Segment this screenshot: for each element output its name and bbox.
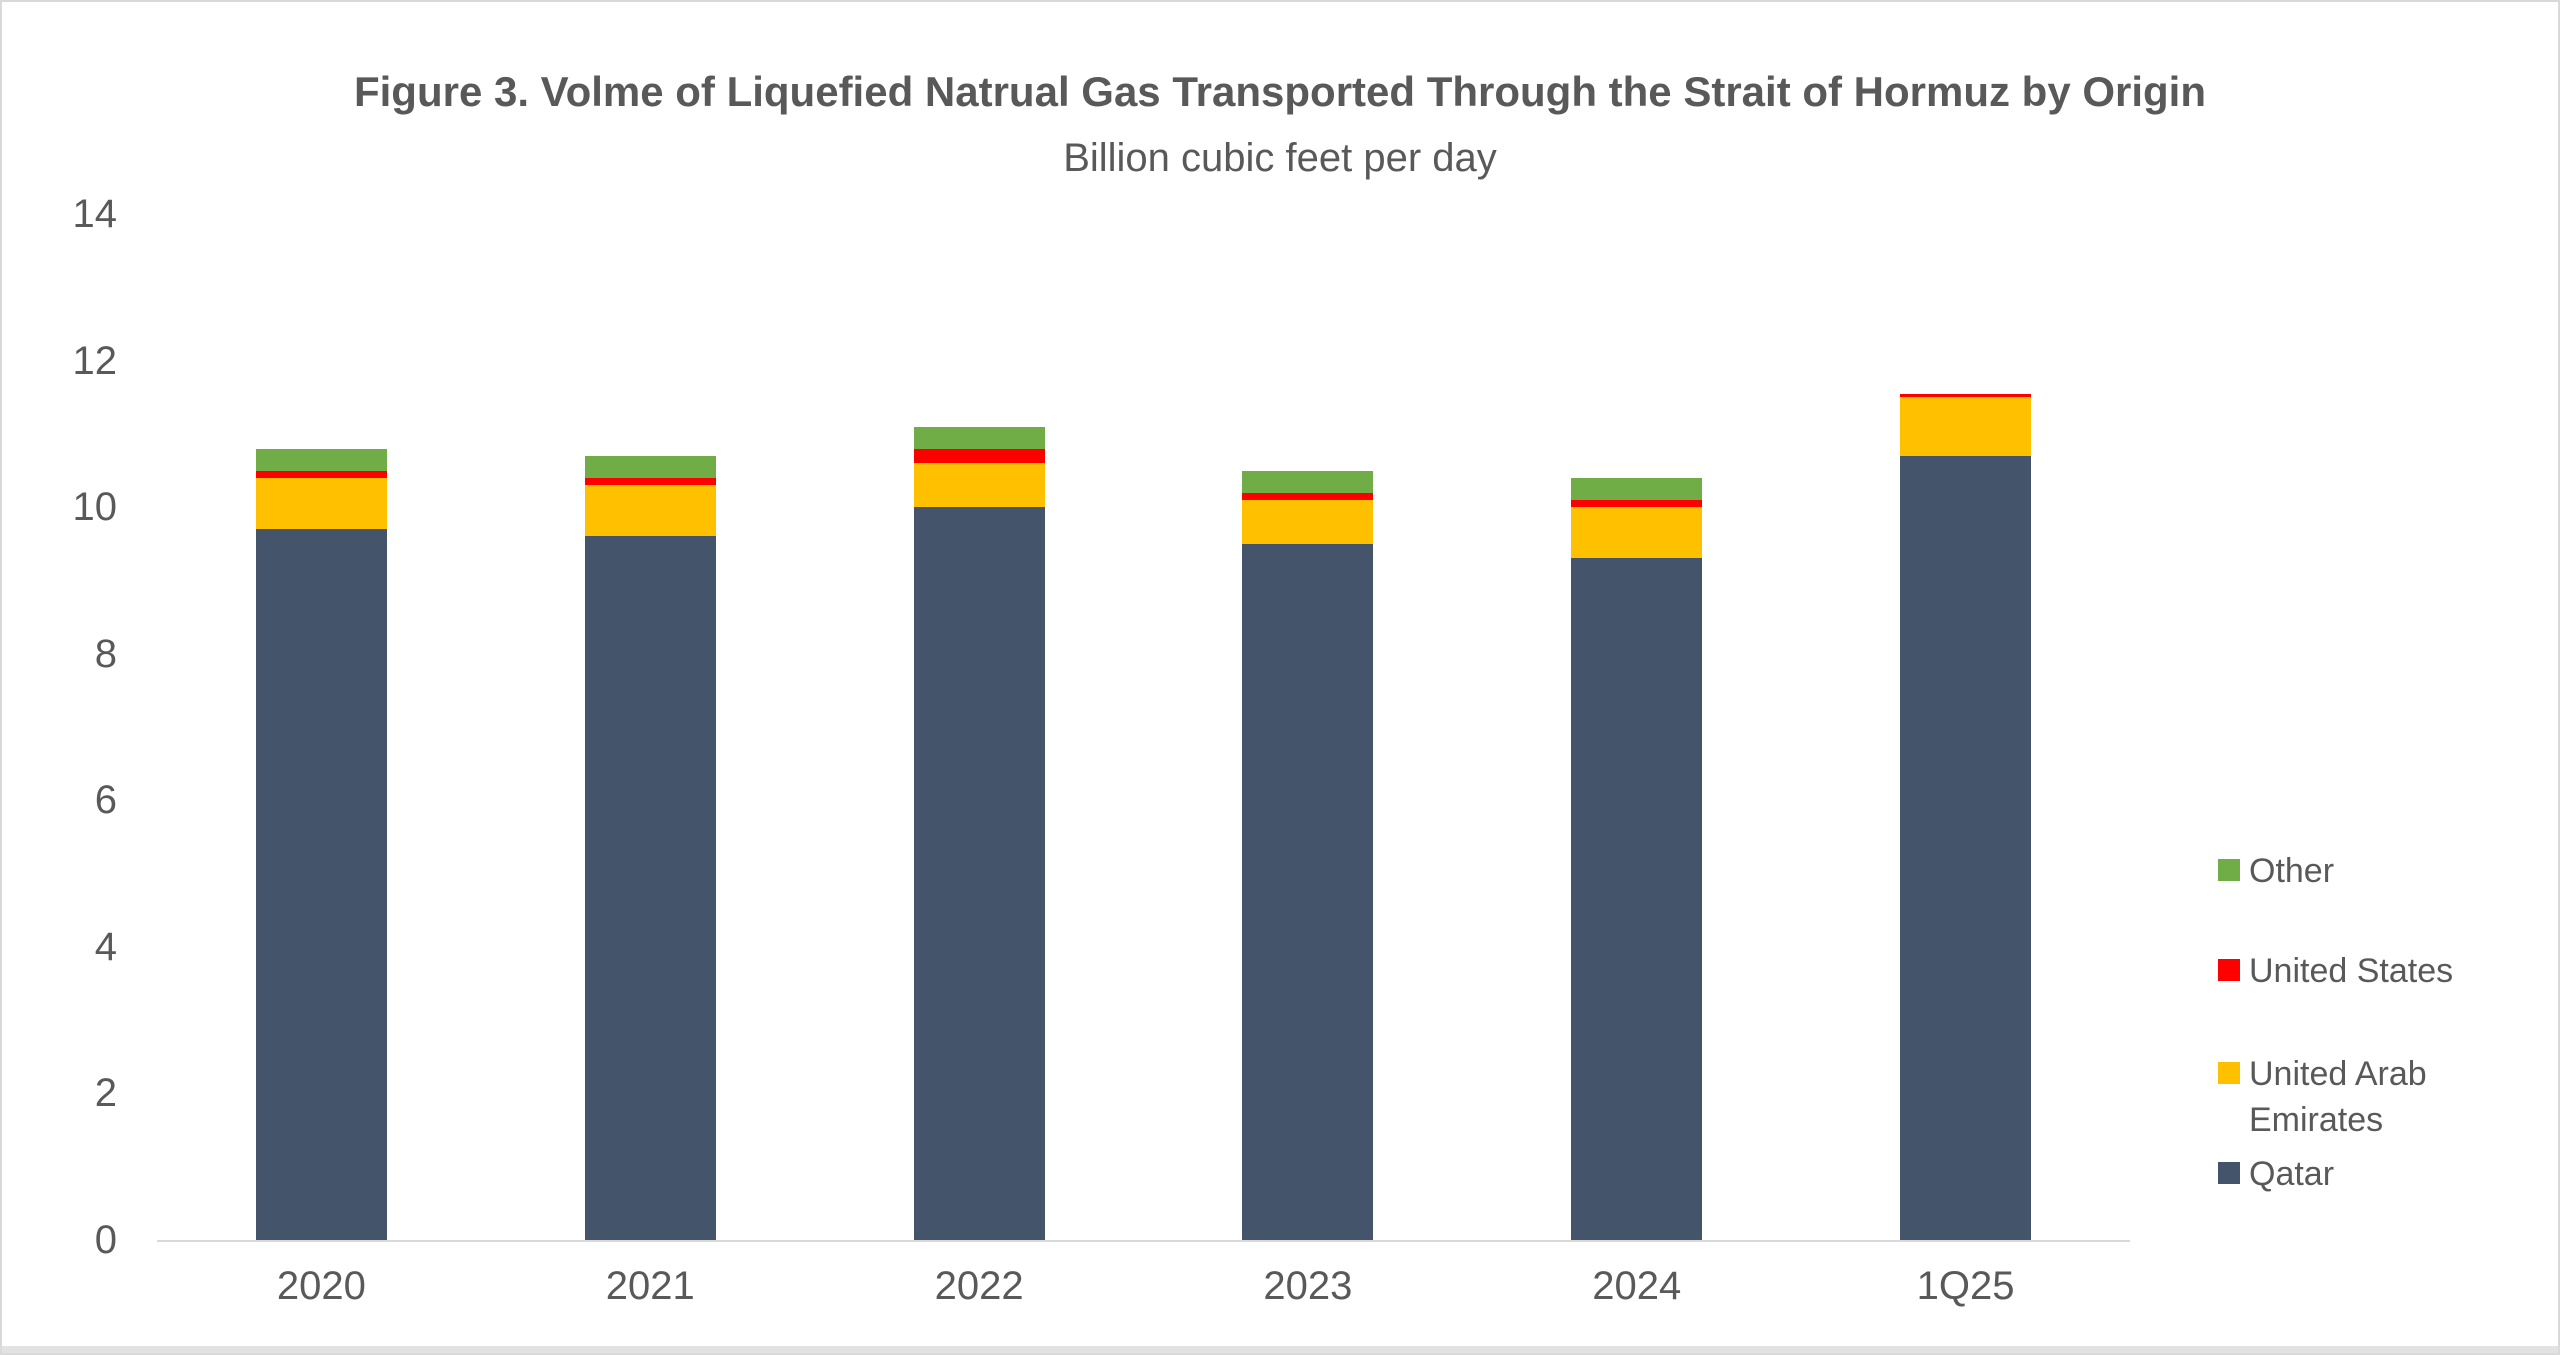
bar-segment-united-states-1q25 <box>1900 393 2032 398</box>
chart-title: Figure 3. Volme of Liquefied Natrual Gas… <box>353 68 2207 115</box>
legend-swatch-united-states <box>2218 959 2240 981</box>
plot-area <box>157 214 2130 1242</box>
bar-segment-united-arab-emirates-2020 <box>255 477 387 530</box>
bar-segment-qatar-2021 <box>584 536 716 1240</box>
x-tick-label-1q25: 1Q25 <box>1916 1264 2015 1308</box>
legend-label-qatar: Qatar <box>2249 1155 2335 1193</box>
bar-segment-other-2021 <box>584 455 716 478</box>
bar-segment-other-2023 <box>1242 470 1374 493</box>
legend-swatch-qatar <box>2218 1162 2240 1184</box>
bar-segment-qatar-2020 <box>255 529 387 1240</box>
x-tick-label-2023: 2023 <box>1263 1264 1353 1308</box>
bar-segment-united-states-2024 <box>1571 499 1703 508</box>
bar-segment-united-arab-emirates-2021 <box>584 485 716 537</box>
window-edge-strip <box>2 1346 2558 1353</box>
x-axis-line <box>157 1240 2130 1242</box>
y-tick-label-12: 12 <box>72 338 118 383</box>
legend-item-united-states: United States <box>2218 948 2453 994</box>
bar-segment-other-2022 <box>913 426 1045 449</box>
y-tick-label-10: 10 <box>72 485 118 530</box>
bar-2021 <box>584 214 716 1240</box>
legend-label-other: Other <box>2249 852 2335 890</box>
bar-segment-qatar-2022 <box>913 507 1045 1240</box>
bar-1q25 <box>1900 214 2032 1240</box>
chart-subtitle: Billion cubic feet per day <box>1063 136 1497 180</box>
legend-swatch-other <box>2218 859 2240 881</box>
x-tick-label-2021: 2021 <box>605 1264 695 1308</box>
bar-segment-united-states-2021 <box>584 477 716 486</box>
legend-label-united-states: United States <box>2249 952 2454 990</box>
bar-segment-united-states-2022 <box>913 448 1045 464</box>
legend-swatch-united-arab-emirates <box>2218 1062 2240 1084</box>
bar-2020 <box>255 214 387 1240</box>
y-axis: 0 2 4 6 8 10 12 14 <box>2 192 118 1262</box>
y-tick-label-0: 0 <box>94 1218 117 1262</box>
bar-segment-united-states-2020 <box>255 470 387 478</box>
legend-item-qatar: Qatar <box>2218 1151 2334 1197</box>
bar-segment-other-2020 <box>255 448 387 471</box>
legend-item-united-arab-emirates: United Arab Emirates <box>2218 1051 2514 1143</box>
legend-label-united-arab-emirates: United Arab Emirates <box>2249 1055 2427 1139</box>
bar-segment-united-arab-emirates-2022 <box>913 463 1045 508</box>
x-tick-label-2020: 2020 <box>276 1264 366 1308</box>
bar-segment-united-arab-emirates-1q25 <box>1900 397 2032 456</box>
bar-2022 <box>913 214 1045 1240</box>
y-tick-label-8: 8 <box>94 631 117 676</box>
bar-segment-united-states-2023 <box>1242 492 1374 500</box>
bar-segment-qatar-2024 <box>1571 558 1703 1240</box>
x-tick-label-2022: 2022 <box>934 1264 1024 1308</box>
bar-2023 <box>1242 214 1374 1240</box>
legend-item-other: Other <box>2218 848 2334 894</box>
bar-2024 <box>1571 214 1703 1240</box>
x-tick-label-2024: 2024 <box>1592 1264 1682 1308</box>
bar-segment-united-arab-emirates-2024 <box>1571 507 1703 559</box>
y-tick-label-2: 2 <box>94 1071 117 1116</box>
bar-segment-other-2024 <box>1571 477 1703 500</box>
y-tick-label-4: 4 <box>94 924 117 969</box>
bar-segment-qatar-2023 <box>1242 543 1374 1240</box>
y-tick-label-6: 6 <box>94 778 117 823</box>
y-tick-label-14: 14 <box>72 192 118 236</box>
bar-segment-qatar-1q25 <box>1900 455 2032 1240</box>
bar-segment-united-arab-emirates-2023 <box>1242 499 1374 544</box>
x-axis: 2020 2021 2022 2023 2024 1Q25 <box>157 1264 2130 1316</box>
